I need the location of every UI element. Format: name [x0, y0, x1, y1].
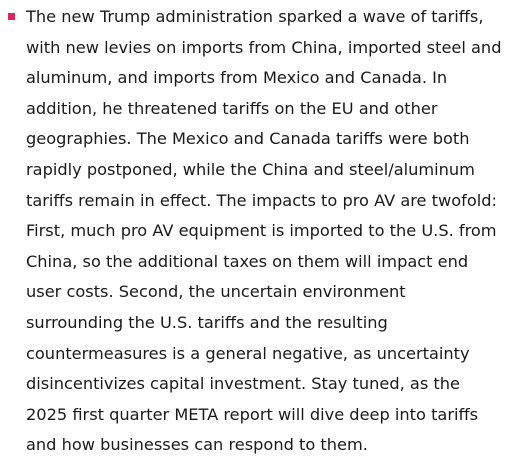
- text-line-14: 2025 first quarter META report will dive…: [26, 404, 479, 424]
- text-line-15: and how businesses can respond to them.: [26, 435, 368, 455]
- text-line-7: tariffs remain in effect. The impacts to…: [26, 190, 497, 210]
- text-line-10: user costs. Second, the uncertain enviro…: [26, 282, 406, 302]
- text-line-12: countermeasures is a general negative, a…: [26, 343, 470, 363]
- text-line-11: surrounding the U.S. tariffs and the res…: [26, 312, 388, 332]
- text-line-2: with new levies on imports from China, i…: [26, 37, 502, 57]
- text-line-4: addition, he threatened tariffs on the E…: [26, 98, 438, 118]
- text-line-9: China, so the additional taxes on them w…: [26, 251, 469, 271]
- text-line-5: geographies. The Mexico and Canada tarif…: [26, 129, 470, 149]
- text-line-13: disincentivizes capital investment. Stay…: [26, 374, 460, 394]
- text-line-6: rapidly postponed, while the China and s…: [26, 159, 475, 179]
- text-line-3: aluminum, and imports from Mexico and Ca…: [26, 68, 448, 88]
- text-line-1: The new Trump administration sparked a w…: [26, 7, 484, 26]
- paragraph-text: The new Trump administration sparked a w…: [26, 2, 526, 461]
- square-bullet-icon: [8, 13, 15, 20]
- text-line-8: First, much pro AV equipment is imported…: [26, 221, 497, 241]
